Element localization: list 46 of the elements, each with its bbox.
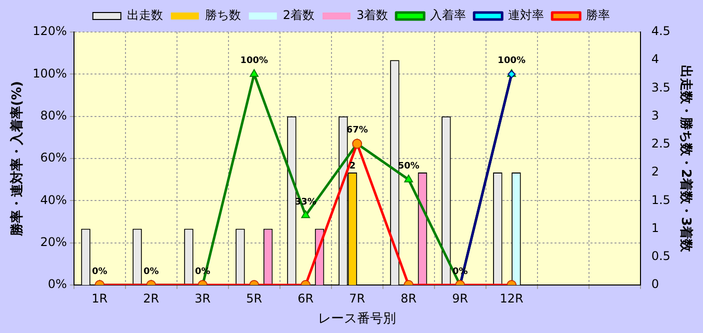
data-label: 2 bbox=[349, 161, 356, 172]
y2-tick-label: 1 bbox=[651, 220, 659, 235]
y2-tick-label: 3.5 bbox=[651, 80, 670, 94]
data-label: 100% bbox=[498, 56, 526, 66]
y2-tick-label: 4 bbox=[651, 52, 659, 66]
y2-tick-label: 2.5 bbox=[651, 136, 670, 151]
data-label: 100% bbox=[240, 56, 268, 66]
x-tick-label: 6R bbox=[298, 291, 314, 306]
data-label: 67% bbox=[346, 126, 368, 136]
legend-label: 入着率 bbox=[430, 8, 466, 22]
y-tick-label: 40% bbox=[40, 192, 67, 207]
y-tick-label: 80% bbox=[40, 108, 67, 122]
y-axis-title: 勝率・連対率・入着率(%) bbox=[9, 81, 26, 237]
y2-tick-label: 3 bbox=[651, 108, 659, 122]
y-tick-label: 100% bbox=[32, 66, 67, 80]
y-tick-label: 20% bbox=[40, 234, 67, 249]
data-label: 0% bbox=[144, 266, 159, 277]
point bbox=[404, 174, 413, 182]
y-tick-label: 120% bbox=[32, 24, 67, 38]
x-tick-label: 12R bbox=[500, 291, 524, 306]
y2-tick-label: 4.5 bbox=[651, 24, 670, 38]
y2-tick-label: 2 bbox=[651, 164, 659, 179]
x-tick-label: 3R bbox=[194, 291, 211, 306]
point bbox=[250, 69, 259, 77]
legend-label: 連対率 bbox=[508, 8, 544, 22]
y2-tick-label: 0 bbox=[651, 277, 659, 292]
y2-tick-label: 0.5 bbox=[651, 249, 670, 264]
legend-label: 勝ち数 bbox=[204, 8, 241, 22]
y-tick-label: 0% bbox=[48, 277, 67, 292]
y2-tick-label: 1.5 bbox=[651, 192, 670, 207]
y2-axis-title: 出走数・勝ち数・2着数・3着数 bbox=[678, 64, 694, 254]
data-label: 50% bbox=[398, 161, 420, 172]
legend-label: 3着数 bbox=[356, 8, 388, 22]
x-tick-label: 2R bbox=[143, 291, 160, 306]
x-axis-title: レース番号別 bbox=[318, 312, 396, 327]
legend-label: 出走数 bbox=[126, 8, 163, 22]
legend-label: 2着数 bbox=[282, 8, 315, 22]
point bbox=[301, 210, 310, 218]
x-tick-label: 5R bbox=[246, 291, 262, 306]
x-tick-label: 8R bbox=[400, 291, 417, 306]
x-tick-label: 9R bbox=[452, 291, 468, 306]
legend-label: 勝率 bbox=[586, 8, 610, 22]
data-label: 0% bbox=[92, 266, 108, 277]
y-tick-label: 60% bbox=[40, 150, 67, 165]
x-tick-label: 1R bbox=[92, 291, 108, 306]
x-tick-label: 7R bbox=[349, 291, 366, 306]
